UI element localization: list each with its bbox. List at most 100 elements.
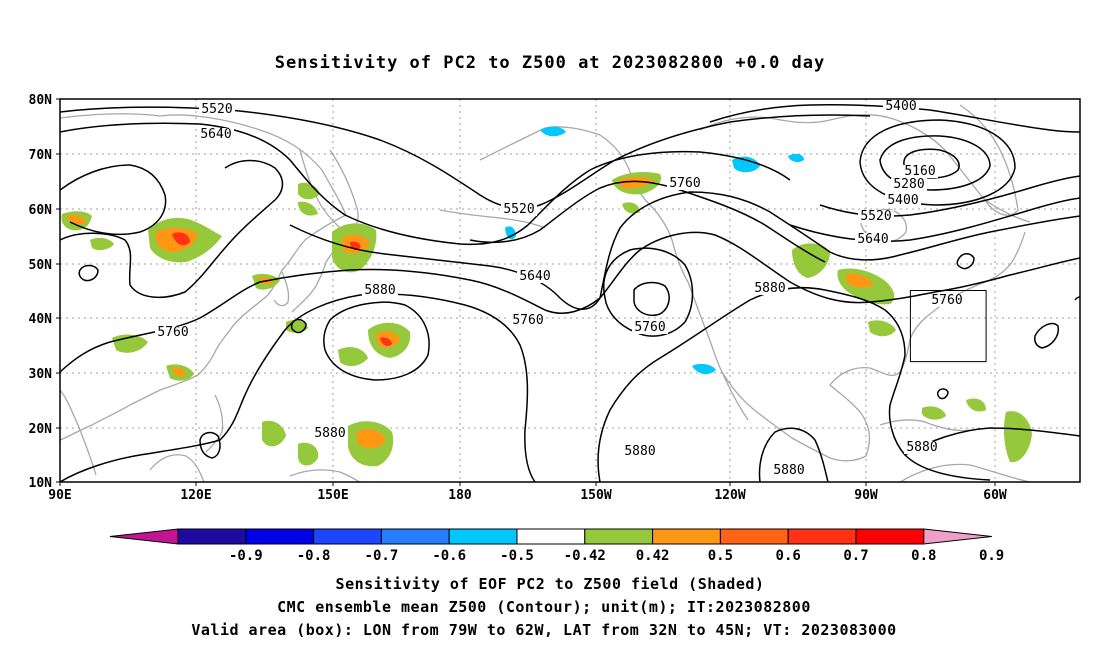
neg-region-135w-28n xyxy=(692,363,716,375)
contour-label-bg xyxy=(501,203,537,216)
contour-label-bg xyxy=(632,321,668,334)
lon-label: 90W xyxy=(854,488,878,503)
colorbar-segment xyxy=(448,528,518,545)
pos-region-150e-32n xyxy=(338,347,368,367)
mid-region-145w-63n xyxy=(618,177,654,189)
mid-region-120e-30n xyxy=(172,367,186,376)
contour-label-bg xyxy=(622,445,658,458)
contour-label-bg xyxy=(929,294,965,307)
lon-label: 90E xyxy=(48,488,71,503)
caption-line-3: Valid area (box): LON from 79W to 62W, L… xyxy=(191,621,896,639)
pos-region-145w-58n xyxy=(622,202,640,214)
contour-label-z5880-us: 5880 xyxy=(754,281,785,296)
pos-region-140e-62n xyxy=(298,182,320,200)
coast-baja xyxy=(721,371,749,421)
high-positive-regions xyxy=(172,232,392,346)
colorbar-label: 0.8 xyxy=(911,548,936,564)
contour-label-z5520-nw: 5520 xyxy=(201,102,232,117)
negative-regions xyxy=(505,126,804,375)
coast-aleutians xyxy=(439,209,546,229)
contour-label-z5880-carib: 5880 xyxy=(906,440,937,455)
contour-label-bg xyxy=(902,165,938,178)
contour-label-z5520-mid: 5520 xyxy=(503,202,534,217)
lon-label: 180 xyxy=(448,488,472,503)
coast-philippines xyxy=(205,394,224,453)
lat-label: 80N xyxy=(29,93,53,108)
contour-small-ring-wpac xyxy=(199,431,221,459)
contour-labels: 5520564054005160528054005520564057605520… xyxy=(155,99,965,478)
contour-small-ring-japan xyxy=(290,318,307,334)
lon-label: 150E xyxy=(317,488,348,503)
coast-korea xyxy=(273,271,290,307)
lat-label: 30N xyxy=(29,367,53,382)
contour-5760-alaska xyxy=(469,180,826,263)
colorbar-segment xyxy=(719,528,789,545)
contour-label-z5400-ne: 5400 xyxy=(885,99,916,114)
contour-label-z5880-cpac: 5880 xyxy=(364,283,395,298)
positive-regions xyxy=(61,172,1032,467)
colorbar-label: -0.8 xyxy=(297,548,331,564)
colorbar-label: 0.7 xyxy=(843,548,868,564)
pos-region-55w-15n xyxy=(1003,411,1032,463)
valid-area-box xyxy=(909,290,987,363)
coast-newguinea xyxy=(289,469,361,482)
contour-low-5640 xyxy=(789,197,1080,242)
colorbar-label: 0.5 xyxy=(708,548,733,564)
pos-region-95e-52n xyxy=(90,237,114,251)
colorbar-label: -0.6 xyxy=(432,548,466,564)
colorbar-label: -0.5 xyxy=(500,548,534,564)
contour-label-z5760-alaska: 5760 xyxy=(669,176,700,191)
contour-label-z5880-epac: 5880 xyxy=(624,444,655,459)
contour-5880-mex xyxy=(758,427,829,482)
contour-5400-outer xyxy=(709,103,1080,133)
contour-5520-ring xyxy=(60,164,167,236)
contour-5760-inner-ring xyxy=(633,281,670,316)
contour-small-ring-atlantic xyxy=(1034,322,1060,349)
contour-label-z5760-east: 5760 xyxy=(931,293,962,308)
colorbar-segment xyxy=(245,528,315,545)
colorbar-label: -0.7 xyxy=(365,548,399,564)
contour-5640-mid xyxy=(289,191,1080,310)
pos-region-75w-20n xyxy=(922,406,946,420)
colorbar-label: 0.9 xyxy=(979,548,1004,564)
colorbar-segment xyxy=(380,528,450,545)
contour-label-bg xyxy=(752,282,788,295)
lon-label: 120W xyxy=(714,488,745,503)
contour-label-z5880-wpac: 5880 xyxy=(314,426,345,441)
colorbar-label: 0.42 xyxy=(636,548,670,564)
map-frame xyxy=(59,98,1081,483)
pos-region-85w-40n xyxy=(868,320,896,337)
lon-label: 60W xyxy=(983,488,1007,503)
colorbar-labels: -0.9 -0.8 -0.7 -0.6 -0.5 -0.42 0.42 0.5 0.6 0.7 0.… xyxy=(229,548,1004,564)
contour-label-z5160-low: 5160 xyxy=(904,164,935,179)
contour-label-z5280-low: 5280 xyxy=(893,177,924,192)
colorbar-segment xyxy=(787,528,857,545)
lat-label: 50N xyxy=(29,258,53,273)
contour-5760-west xyxy=(60,159,284,299)
colorbar-low-extend xyxy=(109,528,179,545)
contour-label-bg xyxy=(510,314,546,327)
colorbar-high-extend xyxy=(923,528,992,545)
lon-label: 150W xyxy=(580,488,611,503)
contour-label-bg xyxy=(855,233,891,246)
contour-label-bg xyxy=(155,326,191,339)
contour-label-bg xyxy=(312,427,348,440)
longitude-labels: 90E 120E 150E 180 150W 120W 90W 60W xyxy=(48,488,1007,503)
contour-label-bg xyxy=(667,177,703,190)
high-region-160e-35n xyxy=(380,337,392,346)
contour-label-bg xyxy=(904,441,940,454)
mid-region-85w-45n xyxy=(846,273,874,288)
lat-label: 10N xyxy=(29,476,53,491)
lat-label: 20N xyxy=(29,422,53,437)
coast-asia xyxy=(60,113,347,441)
pos-region-65w-25n xyxy=(966,398,986,412)
contour-label-bg xyxy=(883,100,919,113)
contour-5880-east xyxy=(597,286,991,482)
contour-small-ring-wasia xyxy=(78,264,99,282)
contour-small-ring-labrador xyxy=(956,253,975,270)
lat-label: 40N xyxy=(29,312,53,327)
contour-label-bg xyxy=(362,284,398,297)
coast-caribbean xyxy=(879,419,971,432)
colorbar-label: 0.6 xyxy=(776,548,801,564)
